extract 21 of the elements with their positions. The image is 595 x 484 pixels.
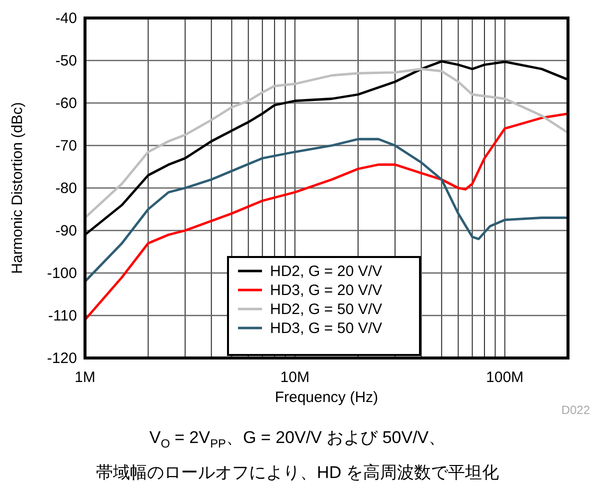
y-tick-label: -70 bbox=[55, 138, 77, 154]
y-tick-label: -90 bbox=[55, 222, 77, 240]
x-tick-label: 10M bbox=[280, 369, 310, 386]
y-tick-label: -60 bbox=[55, 95, 77, 112]
y-tick-label: -110 bbox=[48, 308, 77, 324]
y-tick-label: -40 bbox=[55, 10, 77, 27]
y-tick-label: -120 bbox=[46, 350, 77, 367]
y-tick-label: -80 bbox=[55, 180, 77, 197]
legend-label: HD2, G = 20 V/V bbox=[270, 263, 382, 280]
text: D022 bbox=[561, 403, 590, 417]
x-axis-title: Frequency (Hz) bbox=[274, 389, 378, 406]
legend-label: HD2, G = 50 V/V bbox=[270, 301, 382, 318]
legend-label: HD3, G = 20 V/V bbox=[270, 282, 382, 299]
x-tick-label: 1M bbox=[74, 369, 96, 386]
y-axis-title: Harmonic Distortion (dBc) bbox=[9, 102, 26, 274]
x-tick-label: 100M bbox=[486, 369, 524, 386]
text: V$_{O}$ = 2V$_{PP}$、G = 20V/V および 50V/V、 bbox=[148, 427, 447, 452]
y-tick-label: -50 bbox=[55, 52, 77, 70]
y-tick-label: -100 bbox=[46, 265, 77, 282]
text: 帯域幅のロールオフにより、HD を高周波数で平坦化 bbox=[94, 462, 500, 484]
legend-label: HD3, G = 50 V/V bbox=[270, 320, 382, 337]
